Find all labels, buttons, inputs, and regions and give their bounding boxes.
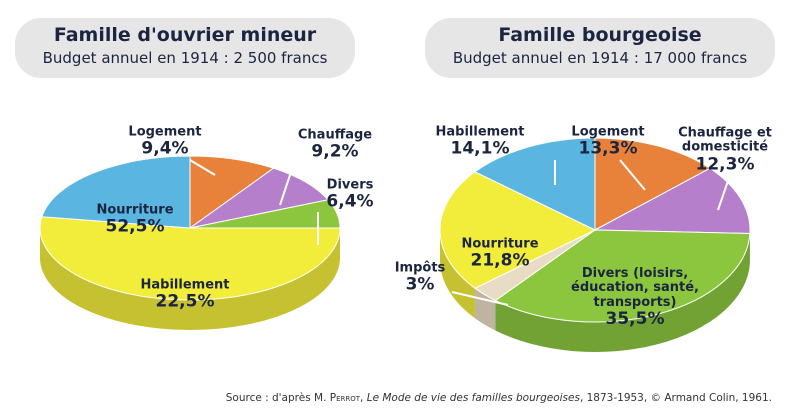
category-label: Logement xyxy=(128,124,202,140)
slice-side xyxy=(40,228,340,330)
value-label: 12,3% xyxy=(695,153,755,174)
slice-label: Divers 6,4% xyxy=(315,177,385,212)
slice-label: Nourriture 21,8% xyxy=(450,236,550,271)
value-label: 3% xyxy=(405,274,435,295)
category-label: Impôts xyxy=(394,260,446,276)
slice-label: Chauffage 9,2% xyxy=(290,127,380,162)
category-label: Habillement xyxy=(435,124,525,140)
slice xyxy=(41,155,191,229)
leader-line xyxy=(189,159,216,176)
slice xyxy=(39,216,341,301)
value-label: 6,4% xyxy=(326,191,374,212)
slice-label: Habillement 22,5% xyxy=(130,277,240,312)
slice xyxy=(439,171,597,289)
slice-label: Nourriture 52,5% xyxy=(80,202,190,237)
chart-title: Famille bourgeoise xyxy=(498,24,702,46)
category-label: Divers xyxy=(326,177,374,193)
category-label: Nourriture xyxy=(461,236,539,252)
slice-shade xyxy=(40,228,340,330)
category-label: Divers (loisirs, éducation, santé, trans… xyxy=(571,266,699,310)
category-label: Chauffage xyxy=(297,127,373,143)
category-label: Habillement xyxy=(140,277,230,293)
slice-label: Impôts 3% xyxy=(390,260,450,295)
value-label: 9,4% xyxy=(141,138,189,159)
chart-subtitle: Budget annuel en 1914 : 2 500 francs xyxy=(42,49,328,67)
value-label: 14,1% xyxy=(450,138,510,159)
title-box: Famille bourgeoise Budget annuel en 1914… xyxy=(425,18,775,78)
category-label: Nourriture xyxy=(96,202,174,218)
slice-label: Logement 13,3% xyxy=(563,124,653,159)
slice-shade xyxy=(495,233,750,353)
leader-line xyxy=(619,159,646,191)
source-author: Perrot xyxy=(329,392,361,404)
slice-label: Divers (loisirs, éducation, santé, trans… xyxy=(560,267,710,329)
leader-line xyxy=(717,174,731,211)
source-text: , xyxy=(360,392,367,404)
slice xyxy=(473,137,596,231)
slice-label: Logement 9,4% xyxy=(120,124,210,159)
chart-subtitle: Budget annuel en 1914 : 17 000 francs xyxy=(452,49,748,67)
value-label: 22,5% xyxy=(155,291,215,312)
slice xyxy=(494,229,751,323)
leader-line xyxy=(451,291,509,306)
value-label: 13,3% xyxy=(578,138,638,159)
category-label: Logement xyxy=(571,124,645,140)
source: Source : d'après M. Perrot, Le Mode de v… xyxy=(226,392,772,404)
slice xyxy=(189,155,275,229)
source-book: Le Mode de vie des familles bourgeoises xyxy=(366,392,580,404)
value-label: 9,2% xyxy=(311,141,359,162)
category-label: Chauffage et domesticité xyxy=(678,125,772,155)
title-box: Famille d'ouvrier mineur Budget annuel e… xyxy=(15,18,355,78)
leader-line xyxy=(279,159,296,206)
source-text: , 1873-1953, © Armand Colin, 1961. xyxy=(579,392,772,404)
chart-title: Famille d'ouvrier mineur xyxy=(53,24,317,46)
slice-label: Habillement 14,1% xyxy=(435,124,525,159)
value-label: 21,8% xyxy=(470,250,530,271)
slice xyxy=(593,167,751,234)
slice-side xyxy=(495,233,750,353)
slice xyxy=(594,137,711,231)
value-label: 35,5% xyxy=(605,309,665,330)
slice xyxy=(189,167,329,229)
slice-label: Chauffage et domesticité 12,3% xyxy=(670,126,780,173)
source-text: Source : d'après M. xyxy=(225,392,330,404)
value-label: 52,5% xyxy=(105,216,165,237)
